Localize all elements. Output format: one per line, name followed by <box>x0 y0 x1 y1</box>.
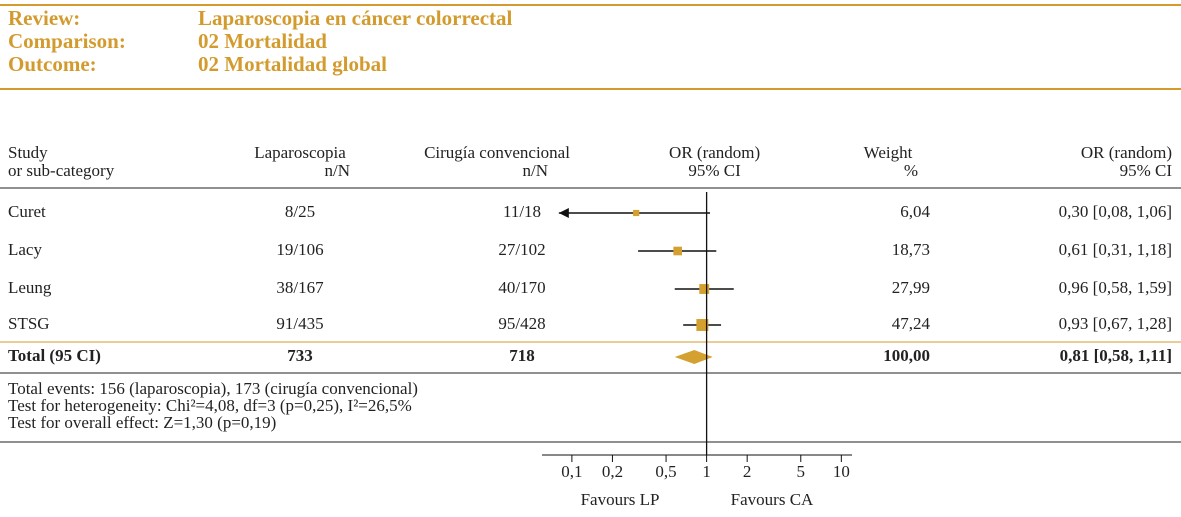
total-diamond <box>674 350 713 364</box>
weight: 47,24 <box>892 314 931 333</box>
favours-left: Favours LP <box>581 490 660 509</box>
x-tick-label: 0,2 <box>602 462 623 481</box>
header-value: 02 Mortalidad global <box>198 52 387 76</box>
total-conv: 718 <box>509 346 535 365</box>
column-header: % <box>904 161 918 180</box>
header-value: Laparoscopia en cáncer colorrectal <box>198 6 513 30</box>
study-name: Lacy <box>8 240 42 259</box>
ci-arrow <box>558 208 569 218</box>
total-or-ci: 0,81 [0,58, 1,11] <box>1060 346 1172 365</box>
header-label: Outcome: <box>8 52 97 76</box>
total-weight: 100,00 <box>883 346 930 365</box>
or-ci: 0,30 [0,08, 1,06] <box>1059 202 1172 221</box>
study-square <box>699 284 710 294</box>
or-ci: 0,96 [0,58, 1,59] <box>1059 278 1172 297</box>
column-header: 95% CI <box>1120 161 1173 180</box>
column-header: OR (random) <box>669 143 760 162</box>
column-header: n/N <box>325 161 351 180</box>
study-name: Leung <box>8 278 52 297</box>
lap-events: 8/25 <box>285 202 315 221</box>
x-tick-label: 0,1 <box>561 462 582 481</box>
footnote: Total events: 156 (laparoscopia), 173 (c… <box>8 379 418 398</box>
or-ci: 0,61 [0,31, 1,18] <box>1059 240 1172 259</box>
conv-events: 95/428 <box>498 314 545 333</box>
x-tick-label: 10 <box>833 462 850 481</box>
weight: 18,73 <box>892 240 930 259</box>
study-name: STSG <box>8 314 50 333</box>
lap-events: 91/435 <box>276 314 323 333</box>
weight: 6,04 <box>900 202 930 221</box>
column-header: Laparoscopia <box>254 143 346 162</box>
lap-events: 38/167 <box>276 278 324 297</box>
header-label: Review: <box>8 6 80 30</box>
footnote: Test for overall effect: Z=1,30 (p=0,19) <box>8 413 276 432</box>
x-tick-label: 2 <box>743 462 752 481</box>
total-lap: 733 <box>287 346 313 365</box>
study-square <box>673 246 683 256</box>
column-header: Cirugía convencional <box>424 143 570 162</box>
footnote: Test for heterogeneity: Chi²=4,08, df=3 … <box>8 396 412 415</box>
study-square <box>696 319 709 331</box>
column-header: or sub-category <box>8 161 115 180</box>
header-value: 02 Mortalidad <box>198 29 327 53</box>
x-tick-label: 5 <box>797 462 806 481</box>
total-name: Total (95 CI) <box>8 346 101 365</box>
column-header: Study <box>8 143 48 162</box>
weight: 27,99 <box>892 278 930 297</box>
conv-events: 27/102 <box>498 240 545 259</box>
column-header: OR (random) <box>1081 143 1172 162</box>
conv-events: 11/18 <box>503 202 541 221</box>
conv-events: 40/170 <box>498 278 545 297</box>
column-header: n/N <box>523 161 549 180</box>
study-name: Curet <box>8 202 46 221</box>
column-header: 95% CI <box>688 161 741 180</box>
study-square <box>633 209 640 217</box>
or-ci: 0,93 [0,67, 1,28] <box>1059 314 1172 333</box>
favours-right: Favours CA <box>731 490 814 509</box>
header-label: Comparison: <box>8 29 126 53</box>
x-tick-label: 1 <box>702 462 711 481</box>
column-header: Weight <box>864 143 913 162</box>
lap-events: 19/106 <box>276 240 323 259</box>
x-tick-label: 0,5 <box>655 462 676 481</box>
